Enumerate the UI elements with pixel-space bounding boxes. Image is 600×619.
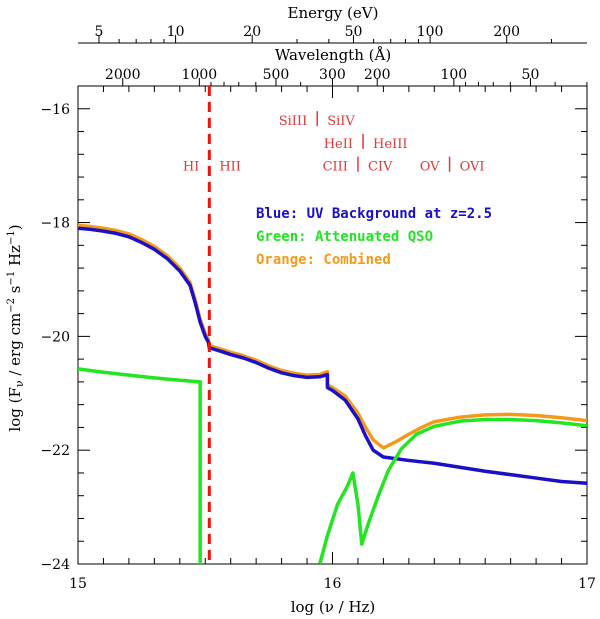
wavelength-tick-label: 1000 bbox=[182, 67, 218, 83]
series-line-3 bbox=[318, 417, 587, 564]
wavelength-axis: Wavelength (Å) 2000 1000 500 300 200 100 50 bbox=[78, 46, 588, 87]
ion-label-right: HII bbox=[219, 160, 241, 175]
wavelength-axis-title: Wavelength (Å) bbox=[275, 46, 391, 64]
wavelength-tick-label: 200 bbox=[364, 67, 391, 83]
wavelength-tick-label: 2000 bbox=[105, 67, 141, 83]
ion-label-left: HeII bbox=[324, 137, 353, 152]
ion-label-right: HeIII bbox=[373, 137, 407, 152]
y-tick-label: −18 bbox=[40, 216, 70, 232]
x-axis-title: log (ν / Hz) bbox=[291, 598, 376, 616]
wavelength-tick-label: 50 bbox=[522, 67, 540, 83]
ion-label-right: CIV bbox=[368, 160, 393, 175]
legend-entry: Orange: Combined bbox=[256, 252, 391, 268]
series-line-1 bbox=[78, 226, 587, 485]
y-tick-label: −20 bbox=[40, 329, 70, 345]
energy-tick-label: 50 bbox=[345, 24, 363, 40]
energy-axis: Energy (eV) 5 10 20 50 100 200 bbox=[78, 4, 587, 44]
series-line-2 bbox=[78, 367, 202, 564]
energy-tick-label: 5 bbox=[95, 24, 104, 40]
x-tick-label: 17 bbox=[578, 576, 596, 592]
series-line-0 bbox=[78, 223, 587, 450]
y-tick-label: −16 bbox=[40, 102, 70, 118]
legend-entry: Blue: UV Background at z=2.5 bbox=[256, 206, 492, 222]
energy-axis-title: Energy (eV) bbox=[288, 4, 379, 22]
energy-tick-label: 10 bbox=[167, 24, 185, 40]
wavelength-tick-label: 100 bbox=[440, 67, 467, 83]
y-tick-label: −24 bbox=[40, 557, 70, 573]
wavelength-tick-label: 500 bbox=[263, 67, 290, 83]
ion-label-right: SiIV bbox=[327, 114, 355, 129]
ion-label-left: CIII bbox=[323, 160, 348, 175]
energy-tick-label: 20 bbox=[243, 24, 261, 40]
x-tick-label: 15 bbox=[69, 576, 87, 592]
ion-label-left: OV bbox=[420, 160, 440, 175]
ion-label-left: HI bbox=[183, 160, 199, 175]
energy-tick-label: 100 bbox=[417, 24, 444, 40]
plot-frame bbox=[77, 85, 588, 565]
energy-tick-label: 200 bbox=[493, 24, 520, 40]
y-axis-title: log (Fν / erg cm−2 s−1 Hz−1) bbox=[6, 224, 26, 431]
ion-label-right: OVI bbox=[460, 160, 485, 175]
y-tick-label: −22 bbox=[40, 443, 70, 459]
legend-entry: Green: Attenuated QSO bbox=[256, 229, 433, 245]
ion-label-left: SiIII bbox=[279, 114, 307, 129]
wavelength-tick-label: 300 bbox=[319, 67, 346, 83]
x-tick-label: 16 bbox=[324, 576, 342, 592]
